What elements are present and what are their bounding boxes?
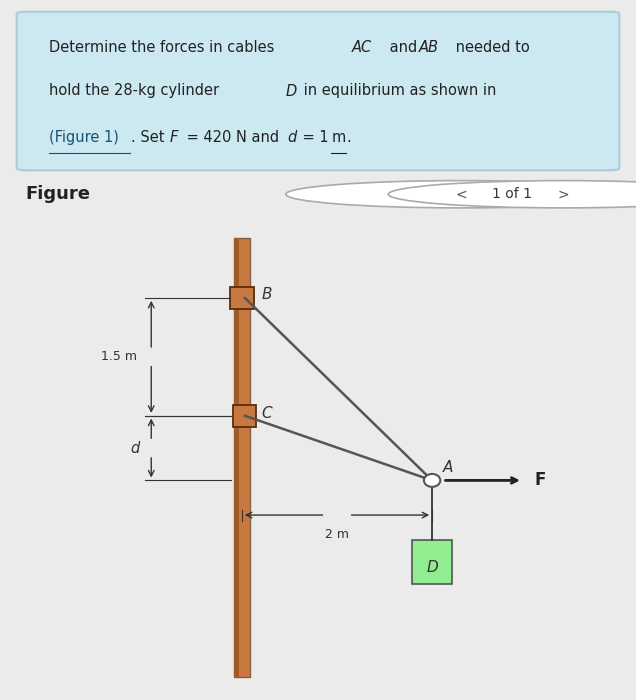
Text: (Figure 1): (Figure 1) [49, 130, 119, 145]
Text: F: F [169, 130, 177, 145]
Bar [234, 238, 249, 677]
Text: Figure: Figure [25, 186, 90, 203]
Text: Determine the forces in cables: Determine the forces in cables [49, 41, 279, 55]
Text: <: < [455, 188, 467, 202]
Text: AC: AC [352, 41, 372, 55]
Text: d: d [130, 440, 139, 456]
Text: AB: AB [418, 41, 439, 55]
Text: .: . [346, 130, 351, 145]
Text: d: d [287, 130, 297, 145]
Circle shape [388, 181, 636, 208]
Text: in equilibrium as shown in: in equilibrium as shown in [300, 83, 497, 99]
Text: 1.5 m: 1.5 m [101, 350, 137, 363]
Text: D: D [286, 83, 297, 99]
Bar [412, 540, 452, 584]
Text: hold the 28-kg cylinder: hold the 28-kg cylinder [49, 83, 224, 99]
Circle shape [286, 181, 636, 208]
Text: 2 m: 2 m [325, 528, 349, 541]
FancyBboxPatch shape [17, 12, 619, 170]
Text: C: C [261, 406, 272, 421]
Text: $\mathbf{F}$: $\mathbf{F}$ [534, 471, 546, 489]
Bar [230, 287, 254, 309]
Text: >: > [558, 188, 570, 202]
Text: = 420 N and: = 420 N and [182, 130, 284, 145]
Text: A: A [443, 460, 453, 475]
Text: and: and [385, 41, 422, 55]
Text: m: m [331, 130, 346, 145]
Text: needed to: needed to [452, 41, 530, 55]
Text: = 1: = 1 [298, 130, 333, 145]
Circle shape [424, 474, 440, 487]
Bar [234, 238, 238, 677]
Bar [233, 405, 256, 427]
Text: . Set: . Set [131, 130, 169, 145]
Text: D: D [426, 560, 438, 575]
Text: B: B [261, 287, 272, 302]
Text: 1 of 1: 1 of 1 [492, 188, 532, 202]
